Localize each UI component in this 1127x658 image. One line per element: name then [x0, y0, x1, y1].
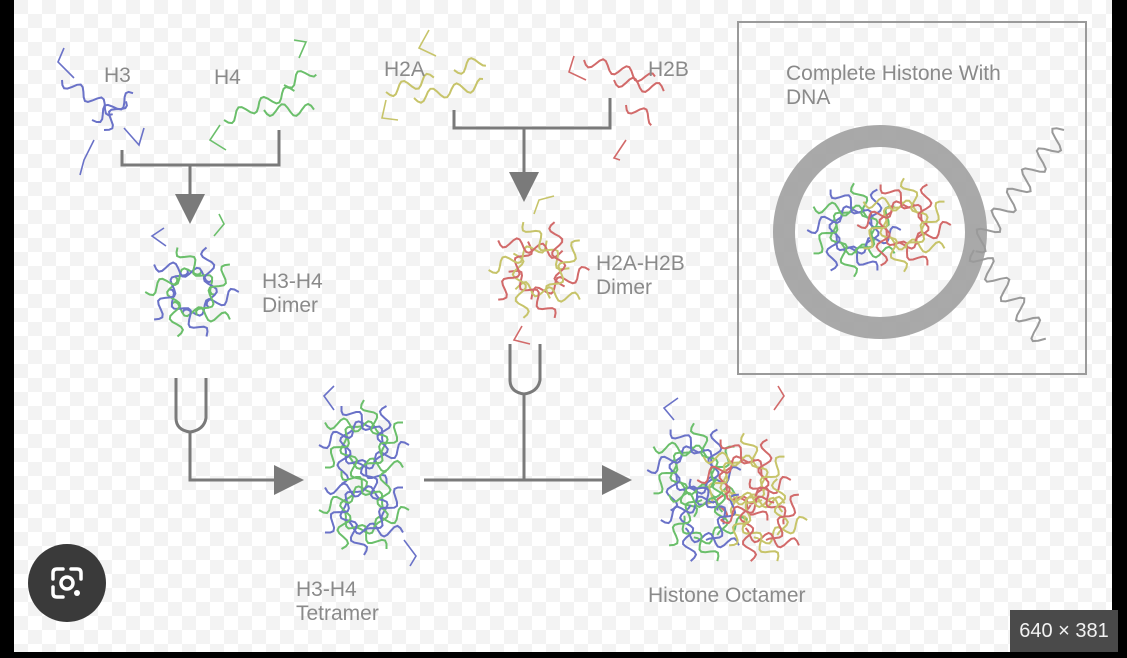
label-tetramer-line1: H3-H4 [296, 578, 357, 601]
google-lens-icon [51, 567, 83, 599]
histone-molecules [57, 29, 1065, 567]
label-h3h4-dimer: H3-H4 Dimer [262, 270, 323, 318]
label-octamer: Histone Octamer [648, 584, 806, 607]
label-h2ah2b-dimer: H2A-H2B Dimer [596, 252, 685, 300]
label-h2a: H2A [384, 58, 425, 81]
h2a-h2b-merge-line [452, 98, 612, 130]
h3-h4-merge-line [120, 130, 281, 167]
image-size-badge: 640 × 381 [1010, 610, 1118, 652]
label-h2ah2b-dimer-line2: Dimer [596, 276, 652, 299]
label-h4: H4 [214, 66, 241, 89]
assembly-arrows [120, 98, 632, 495]
label-h3h4-dimer-line2: Dimer [262, 294, 318, 317]
label-tetramer: H3-H4 Tetramer [296, 578, 379, 626]
label-complete-histone: Complete Histone With DNA [786, 62, 1001, 110]
label-tetramer-line2: Tetramer [296, 602, 379, 625]
google-lens-button[interactable] [28, 544, 106, 622]
label-h2b: H2B [648, 58, 689, 81]
diagram-frame: H3 H4 H2A H2B Complete Histone With DNA … [14, 0, 1112, 652]
arrow-to-tetramer [188, 432, 304, 495]
label-h2ah2b-dimer-line1: H2A-H2B [596, 252, 685, 275]
label-h3h4-dimer-line1: H3-H4 [262, 270, 323, 293]
histone-assembly-diagram [14, 0, 1112, 652]
label-complete-line2: DNA [786, 86, 831, 109]
inset-box [737, 21, 1087, 375]
label-complete-line1: Complete Histone With [786, 62, 1001, 85]
label-h3: H3 [104, 64, 131, 87]
